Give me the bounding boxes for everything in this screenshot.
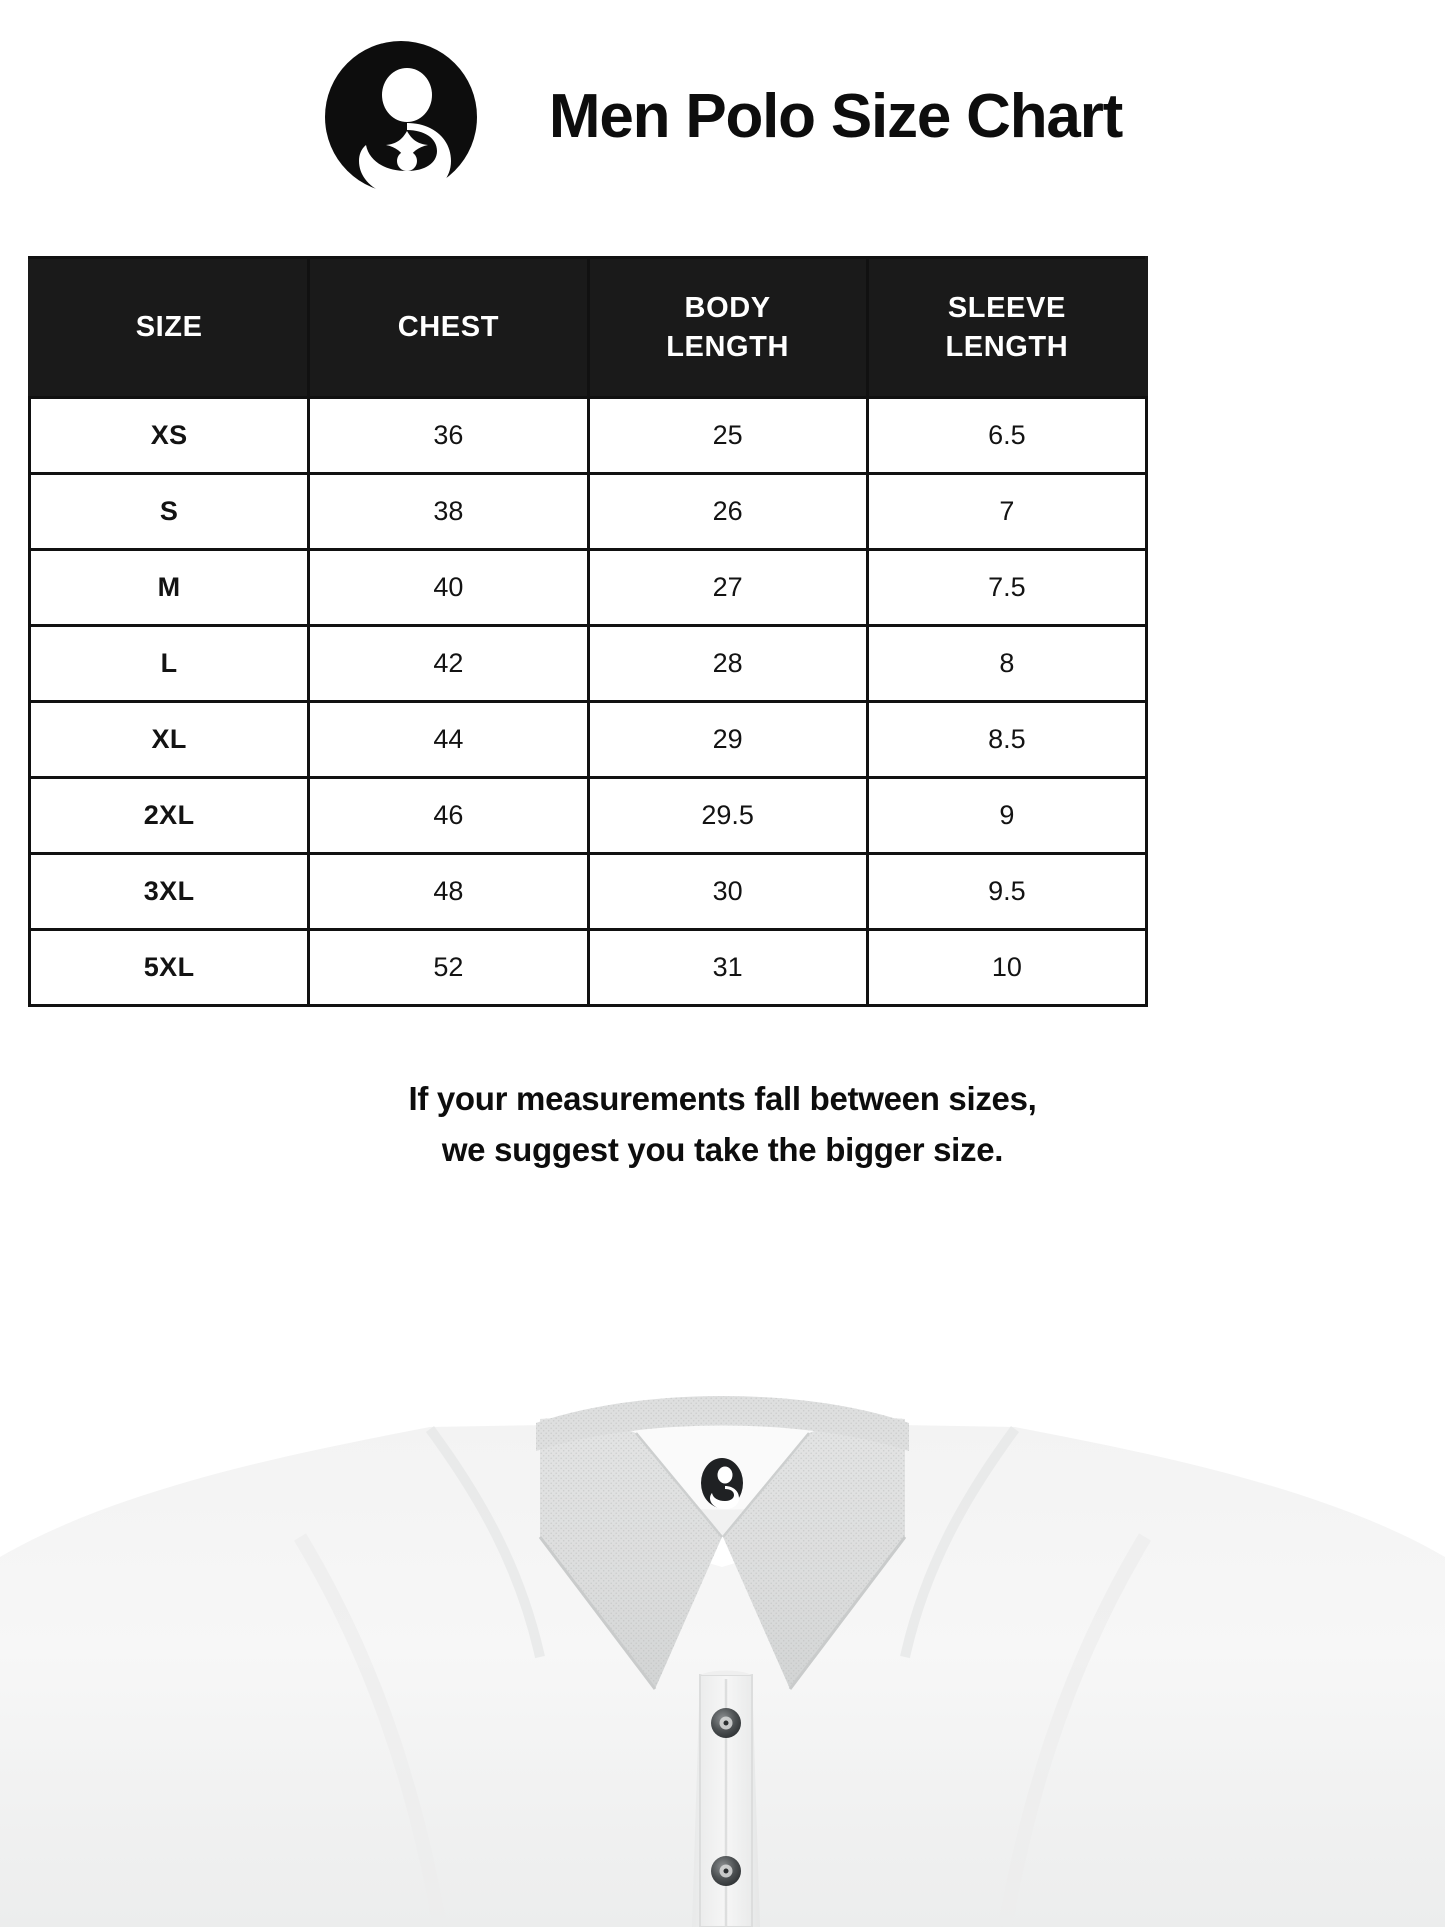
table-header: SIZE CHEST BODY LENGTH SLEEVE LENGTH [27, 256, 1149, 399]
cell-size: S [27, 472, 311, 551]
white-polo-shirt-photo [0, 1237, 1445, 1927]
table-row: 3XL 48 30 9.5 [27, 852, 1149, 931]
cell-body-length: 29.5 [586, 776, 869, 855]
cell-sleeve-length: 7 [865, 472, 1149, 551]
polo-button [711, 1708, 741, 1738]
cell-body-length: 25 [586, 396, 869, 475]
cell-body-length: 31 [586, 928, 869, 1007]
cell-body-length: 26 [586, 472, 869, 551]
table-row: 5XL 52 31 10 [27, 928, 1149, 1007]
cell-chest: 44 [307, 700, 590, 779]
column-header-chest: CHEST [307, 256, 590, 399]
sizing-note-line-1: If your measurements fall between sizes, [408, 1080, 1037, 1117]
cell-sleeve-length: 9 [865, 776, 1149, 855]
cell-sleeve-length: 8.5 [865, 700, 1149, 779]
table-header-row: SIZE CHEST BODY LENGTH SLEEVE LENGTH [27, 256, 1149, 399]
cell-chest: 48 [307, 852, 590, 931]
cell-chest: 38 [307, 472, 590, 551]
table-row: 2XL 46 29.5 9 [27, 776, 1149, 855]
cell-size: 5XL [27, 928, 311, 1007]
cell-chest: 46 [307, 776, 590, 855]
cell-sleeve-length: 8 [865, 624, 1149, 703]
cell-body-length: 28 [586, 624, 869, 703]
page-title: Men Polo Size Chart [548, 82, 1123, 151]
cell-chest: 52 [307, 928, 590, 1007]
table-row: L 42 28 8 [27, 624, 1149, 703]
column-header-size: SIZE [27, 256, 311, 399]
table-body: XS 36 25 6.5 S 38 26 7 M 40 27 7.5 [27, 396, 1149, 1007]
cell-sleeve-length: 10 [865, 928, 1149, 1007]
brand-logo-icon [323, 39, 479, 197]
size-chart-table: SIZE CHEST BODY LENGTH SLEEVE LENGTH [27, 256, 1149, 1007]
size-table-container: SIZE CHEST BODY LENGTH SLEEVE LENGTH [27, 256, 1149, 1007]
cell-sleeve-length: 7.5 [865, 548, 1149, 627]
column-header-size-line1: SIZE [135, 311, 203, 344]
polo-button [711, 1856, 741, 1886]
table-row: S 38 26 7 [27, 472, 1149, 551]
cell-body-length: 27 [586, 548, 869, 627]
neck-tape-logo-icon [701, 1458, 743, 1509]
cell-chest: 42 [307, 624, 590, 703]
column-header-chest-line1: CHEST [397, 311, 500, 344]
cell-size: M [27, 548, 311, 627]
table-row: XS 36 25 6.5 [27, 396, 1149, 475]
column-header-sleeve-length-line2: LENGTH [945, 330, 1069, 363]
column-header-body-length-line1: BODY [684, 292, 771, 325]
page-header: Men Polo Size Chart [0, 0, 1445, 200]
column-header-body-length-line2: LENGTH [666, 330, 790, 363]
cell-size: 2XL [27, 776, 311, 855]
column-header-sleeve-length: SLEEVE LENGTH [865, 256, 1149, 399]
table-row: M 40 27 7.5 [27, 548, 1149, 627]
cell-size: 3XL [27, 852, 311, 931]
cell-sleeve-length: 9.5 [865, 852, 1149, 931]
cell-chest: 36 [307, 396, 590, 475]
cell-body-length: 29 [586, 700, 869, 779]
column-header-body-length: BODY LENGTH [586, 256, 869, 399]
cell-sleeve-length: 6.5 [865, 396, 1149, 475]
cell-size: XS [27, 396, 311, 475]
table-row: XL 44 29 8.5 [27, 700, 1149, 779]
sizing-note: If your measurements fall between sizes,… [0, 1073, 1445, 1175]
cell-size: XL [27, 700, 311, 779]
cell-size: L [27, 624, 311, 703]
cell-body-length: 30 [586, 852, 869, 931]
cell-chest: 40 [307, 548, 590, 627]
sizing-note-line-2: we suggest you take the bigger size. [441, 1131, 1004, 1169]
column-header-sleeve-length-line1: SLEEVE [947, 292, 1066, 325]
